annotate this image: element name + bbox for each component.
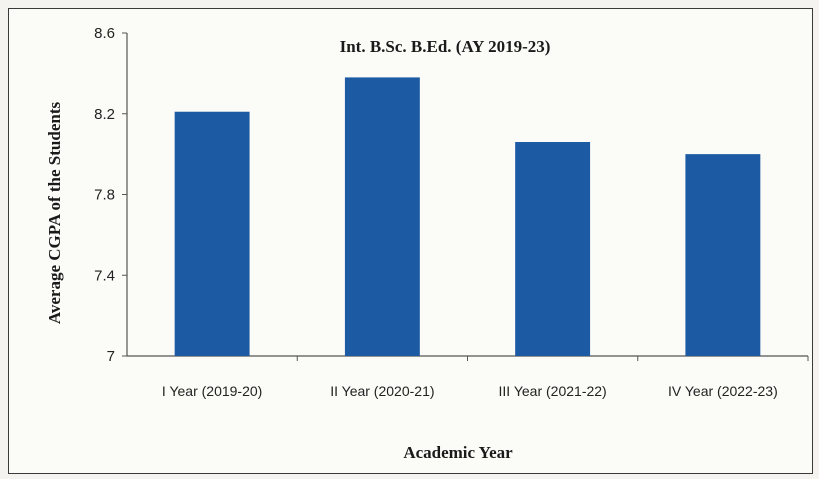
bar <box>344 77 420 356</box>
y-tick-label: 7.8 <box>94 187 115 204</box>
plot-area: 7 7.4 7.8 8.2 8.6 I Year (2019-20) II Year (20… <box>94 25 809 399</box>
x-axis-label: Academic Year <box>403 443 513 462</box>
y-tick-label: 7.4 <box>94 267 115 284</box>
chart-title: Int. B.Sc. B.Ed. (AY 2019-23) <box>340 37 551 56</box>
x-tick-label: I Year (2019-20) <box>162 383 262 399</box>
bar <box>515 142 591 356</box>
y-tick-label: 8.6 <box>94 25 115 42</box>
x-tick-label: II Year (2020-21) <box>330 383 434 399</box>
bar <box>685 154 761 356</box>
y-tick-label: 7 <box>107 348 115 365</box>
x-tick-label: IV Year (2022-23) <box>668 383 778 399</box>
x-tick-label: III Year (2021-22) <box>499 383 607 399</box>
y-axis-label: Average CGPA of the Students <box>45 102 64 325</box>
bar <box>174 111 250 356</box>
y-tick-label: 8.2 <box>94 106 115 123</box>
